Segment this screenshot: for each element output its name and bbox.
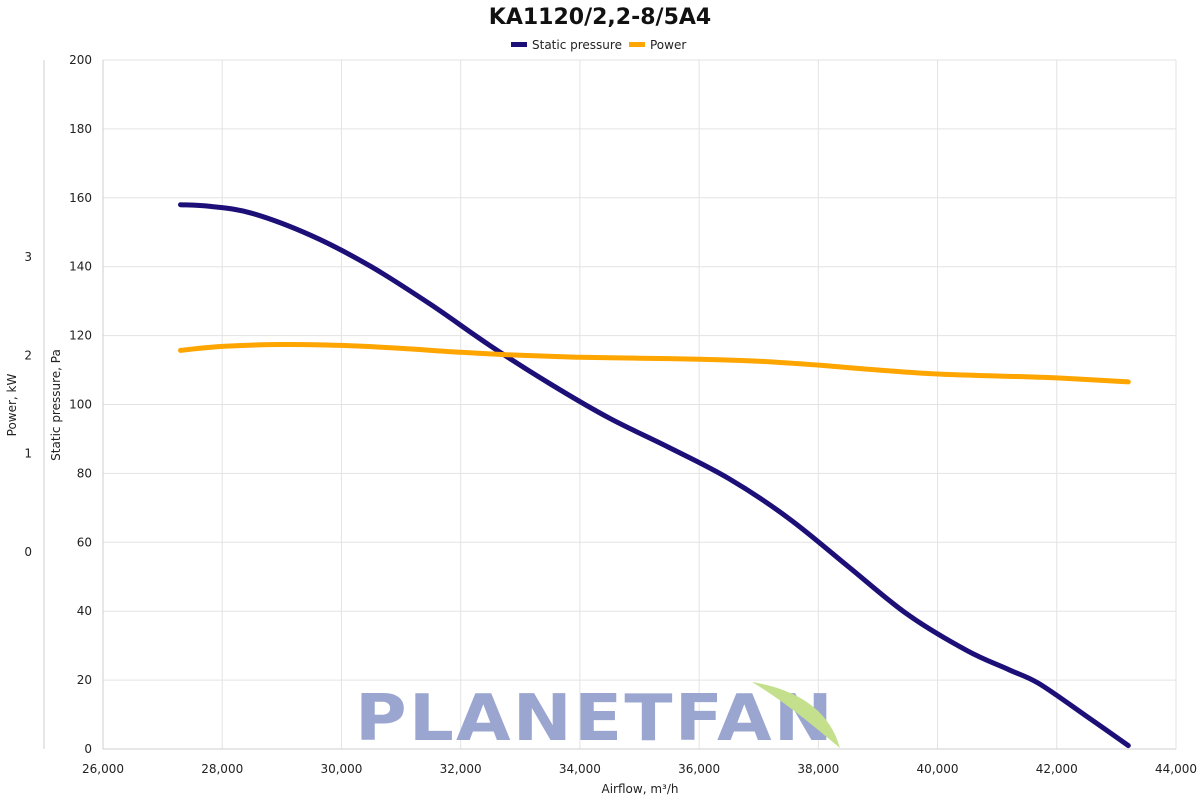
pressure-tick-label: 0 bbox=[84, 742, 92, 756]
y-gridlines bbox=[103, 59, 1176, 750]
power-tick-label: 2 bbox=[24, 348, 32, 362]
series-layer bbox=[178, 202, 1131, 749]
chart-title: KA1120/2,2-8/5A4 bbox=[489, 5, 711, 30]
pressure-tick-label: 100 bbox=[69, 398, 92, 412]
x-tick-labels: 26,000 28,000 30,000 32,000 34,000 36,000 38,0… bbox=[82, 762, 1197, 776]
pressure-tick-label: 20 bbox=[77, 673, 92, 687]
series-line-power bbox=[178, 341, 1131, 385]
watermark-text: PLANETFAN bbox=[355, 682, 835, 756]
pressure-tick-label: 80 bbox=[77, 466, 92, 480]
pressure-tick-label: 200 bbox=[69, 53, 92, 67]
pressure-tick-label: 180 bbox=[69, 122, 92, 136]
pressure-axis-label: Static pressure, Pa bbox=[49, 349, 63, 461]
x-axis-label: Airflow, m³/h bbox=[602, 782, 679, 796]
series-line-static-pressure bbox=[178, 202, 1131, 749]
x-tick-label: 36,000 bbox=[678, 762, 720, 776]
x-tick-label: 44,000 bbox=[1155, 762, 1197, 776]
x-tick-label: 28,000 bbox=[201, 762, 243, 776]
power-tick-labels: 0 1 2 3 bbox=[24, 250, 32, 559]
pressure-tick-label: 160 bbox=[69, 191, 92, 205]
pressure-tick-label: 60 bbox=[77, 535, 92, 549]
legend-swatch-power bbox=[629, 42, 645, 47]
pressure-tick-label: 120 bbox=[69, 329, 92, 343]
legend-label-power: Power bbox=[650, 38, 686, 52]
x-tick-label: 26,000 bbox=[82, 762, 124, 776]
planetfan-watermark: PLANETFAN bbox=[355, 682, 840, 756]
x-tick-label: 32,000 bbox=[440, 762, 482, 776]
x-tick-label: 38,000 bbox=[797, 762, 839, 776]
legend-label-static-pressure: Static pressure bbox=[532, 38, 622, 52]
legend-swatch-static-pressure bbox=[511, 42, 527, 47]
power-tick-label: 1 bbox=[24, 447, 32, 461]
power-tick-label: 3 bbox=[24, 250, 32, 264]
x-tick-label: 42,000 bbox=[1036, 762, 1078, 776]
legend: Static pressure Power bbox=[511, 38, 686, 52]
power-tick-label: 0 bbox=[24, 545, 32, 559]
x-tick-label: 40,000 bbox=[917, 762, 959, 776]
x-tick-label: 30,000 bbox=[320, 762, 362, 776]
pressure-tick-label: 140 bbox=[69, 260, 92, 274]
power-axis-label: Power, kW bbox=[5, 374, 19, 437]
pressure-tick-labels: 0 20 40 60 80 100 120 140 160 180 200 bbox=[69, 53, 92, 756]
x-tick-label: 34,000 bbox=[559, 762, 601, 776]
pressure-tick-label: 40 bbox=[77, 604, 92, 618]
